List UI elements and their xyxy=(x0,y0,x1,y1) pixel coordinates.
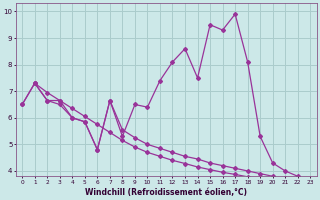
X-axis label: Windchill (Refroidissement éolien,°C): Windchill (Refroidissement éolien,°C) xyxy=(85,188,247,197)
